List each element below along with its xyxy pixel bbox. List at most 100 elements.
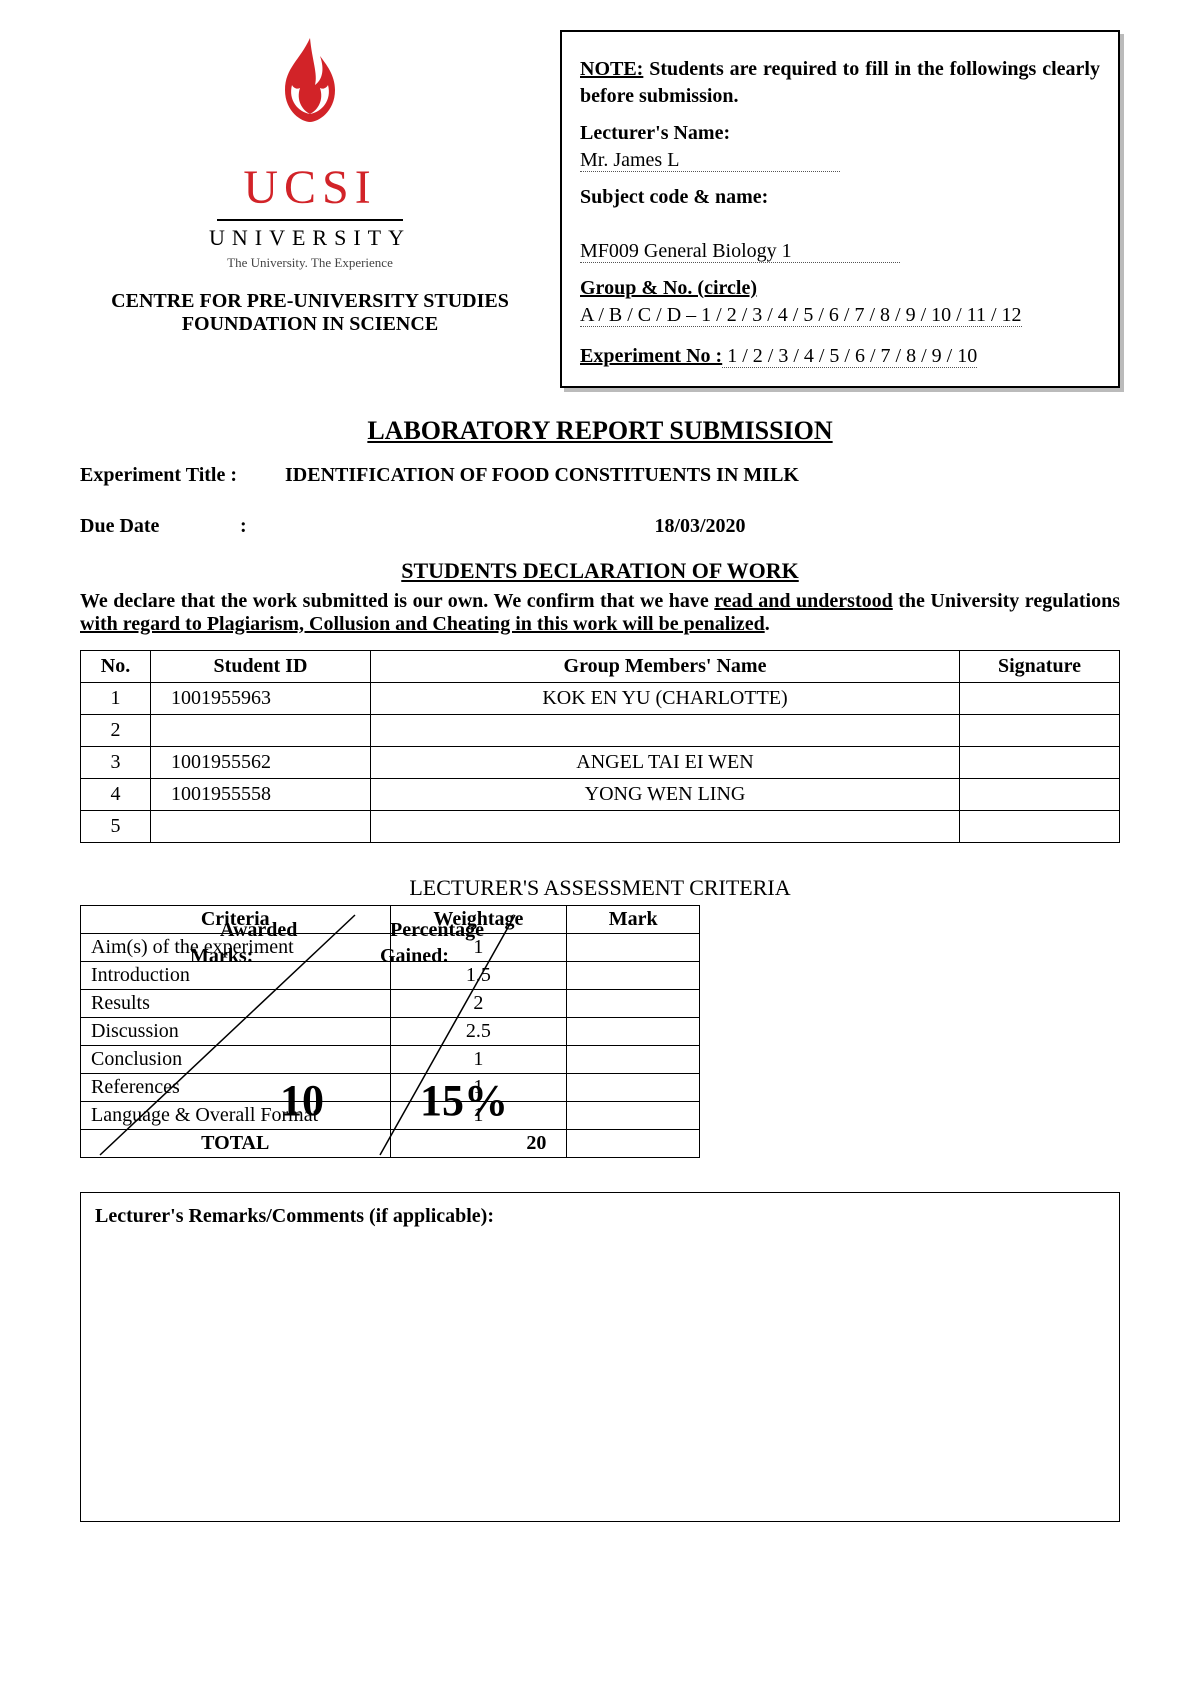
assess-mark[interactable] <box>567 1074 700 1102</box>
due-date-row: Due Date : 18/03/2020 <box>80 515 1120 538</box>
student-member-name[interactable] <box>371 715 960 747</box>
assess-total-weight: 20 <box>390 1130 567 1158</box>
assess-total-mark <box>567 1130 700 1158</box>
lecturer-name-field: Lecturer's Name: Mr. James L <box>580 120 1100 174</box>
experiment-title-row: Experiment Title : IDENTIFICATION OF FOO… <box>80 464 1120 487</box>
student-id[interactable]: 1001955558 <box>151 779 371 811</box>
table-row: References1 <box>81 1074 700 1102</box>
assessment-title: LECTURER'S ASSESSMENT CRITERIA <box>80 875 1120 901</box>
due-value: 18/03/2020 <box>280 515 1120 538</box>
logo-subword: UNIVERSITY <box>209 225 411 251</box>
subject-value[interactable]: MF009 General Biology 1 <box>580 240 900 263</box>
student-id[interactable]: 1001955562 <box>151 747 371 779</box>
table-row: Introduction1.5 <box>81 962 700 990</box>
assess-weight: 1 <box>390 1102 567 1130</box>
group-label: Group & No. (circle) <box>580 277 757 299</box>
assess-mark[interactable] <box>567 1102 700 1130</box>
subject-label: Subject code & name: <box>580 186 768 208</box>
assess-criteria: Conclusion <box>81 1046 391 1074</box>
assess-criteria: Language & Overall Format <box>81 1102 391 1130</box>
assess-mark[interactable] <box>567 962 700 990</box>
students-header-sig: Signature <box>960 651 1120 683</box>
assess-mark[interactable] <box>567 1018 700 1046</box>
assessment-wrap: Criteria Weightage Mark Aim(s) of the ex… <box>80 905 700 1158</box>
ucsi-logo: UCSI UNIVERSITY The University. The Expe… <box>209 30 411 271</box>
student-id[interactable] <box>151 715 371 747</box>
assess-weight: 2 <box>390 990 567 1018</box>
top-row: UCSI UNIVERSITY The University. The Expe… <box>80 30 1120 388</box>
students-table: No. Student ID Group Members' Name Signa… <box>80 650 1120 843</box>
student-member-name[interactable]: ANGEL TAI EI WEN <box>371 747 960 779</box>
lecturer-name-label: Lecturer's Name: <box>580 122 730 144</box>
assess-weight: 2.5 <box>390 1018 567 1046</box>
subject-field: Subject code & name: MF009 General Biolo… <box>580 184 1100 265</box>
declaration-title: STUDENTS DECLARATION OF WORK <box>80 558 1120 584</box>
table-row: Aim(s) of the experiment1 <box>81 934 700 962</box>
flame-icon <box>230 30 390 160</box>
table-row: 5 <box>81 811 1120 843</box>
assess-weight: 1 <box>390 1046 567 1074</box>
student-no: 1 <box>81 683 151 715</box>
note-text: NOTE: Students are required to fill in t… <box>580 56 1100 110</box>
table-row: 31001955562ANGEL TAI EI WEN <box>81 747 1120 779</box>
lecturer-name-value[interactable]: Mr. James L <box>580 149 840 172</box>
student-no: 2 <box>81 715 151 747</box>
logo-column: UCSI UNIVERSITY The University. The Expe… <box>80 30 540 336</box>
students-header-no: No. <box>81 651 151 683</box>
experiment-title-label: Experiment Title : <box>80 464 280 487</box>
assess-weight: 1 <box>390 1074 567 1102</box>
student-no: 5 <box>81 811 151 843</box>
experiment-title-value: IDENTIFICATION OF FOOD CONSTITUENTS IN M… <box>285 464 799 486</box>
table-row: 41001955558YONG WEN LING <box>81 779 1120 811</box>
table-row: Conclusion1 <box>81 1046 700 1074</box>
student-signature[interactable] <box>960 715 1120 747</box>
assess-total-label: TOTAL <box>81 1130 391 1158</box>
experiment-no-field: Experiment No : 1 / 2 / 3 / 4 / 5 / 6 / … <box>580 343 1100 370</box>
student-signature[interactable] <box>960 747 1120 779</box>
assess-weight: 1 <box>390 934 567 962</box>
assess-header-weightage: Weightage <box>390 906 567 934</box>
students-header-id: Student ID <box>151 651 371 683</box>
assess-criteria: Aim(s) of the experiment <box>81 934 391 962</box>
student-member-name[interactable]: KOK EN YU (CHARLOTTE) <box>371 683 960 715</box>
page: UCSI UNIVERSITY The University. The Expe… <box>0 0 1200 1698</box>
student-id[interactable] <box>151 811 371 843</box>
centre-line-2: FOUNDATION IN SCIENCE <box>80 313 540 336</box>
students-header-name: Group Members' Name <box>371 651 960 683</box>
declaration-text: We declare that the work submitted is ou… <box>80 590 1120 636</box>
main-title: LABORATORY REPORT SUBMISSION <box>80 416 1120 446</box>
student-no: 3 <box>81 747 151 779</box>
assessment-table: Criteria Weightage Mark Aim(s) of the ex… <box>80 905 700 1158</box>
student-no: 4 <box>81 779 151 811</box>
assess-mark[interactable] <box>567 934 700 962</box>
student-id[interactable]: 1001955963 <box>151 683 371 715</box>
centre-line-1: CENTRE FOR PRE-UNIVERSITY STUDIES <box>80 290 540 313</box>
remarks-label: Lecturer's Remarks/Comments (if applicab… <box>95 1205 494 1227</box>
group-field: Group & No. (circle) A / B / C / D – 1 /… <box>580 275 1100 329</box>
table-row: Results2 <box>81 990 700 1018</box>
assess-criteria: Discussion <box>81 1018 391 1046</box>
student-signature[interactable] <box>960 811 1120 843</box>
due-colon: : <box>240 515 280 538</box>
student-member-name[interactable] <box>371 811 960 843</box>
logo-word: UCSI <box>209 160 411 215</box>
assess-mark[interactable] <box>567 1046 700 1074</box>
assess-header-criteria: Criteria <box>81 906 391 934</box>
due-label: Due Date <box>80 515 240 538</box>
assess-criteria: Introduction <box>81 962 391 990</box>
student-member-name[interactable]: YONG WEN LING <box>371 779 960 811</box>
assess-criteria: References <box>81 1074 391 1102</box>
remarks-box[interactable]: Lecturer's Remarks/Comments (if applicab… <box>80 1192 1120 1522</box>
assess-mark[interactable] <box>567 990 700 1018</box>
assess-header-mark: Mark <box>567 906 700 934</box>
table-row: 11001955963KOK EN YU (CHARLOTTE) <box>81 683 1120 715</box>
table-row: Discussion2.5 <box>81 1018 700 1046</box>
assess-criteria: Results <box>81 990 391 1018</box>
student-signature[interactable] <box>960 779 1120 811</box>
group-value[interactable]: A / B / C / D – 1 / 2 / 3 / 4 / 5 / 6 / … <box>580 304 1022 327</box>
student-signature[interactable] <box>960 683 1120 715</box>
table-row: Language & Overall Format1 <box>81 1102 700 1130</box>
note-lead: NOTE: <box>580 58 643 80</box>
table-row: 2 <box>81 715 1120 747</box>
experiment-no-value[interactable]: 1 / 2 / 3 / 4 / 5 / 6 / 7 / 8 / 9 / 10 <box>722 345 977 368</box>
